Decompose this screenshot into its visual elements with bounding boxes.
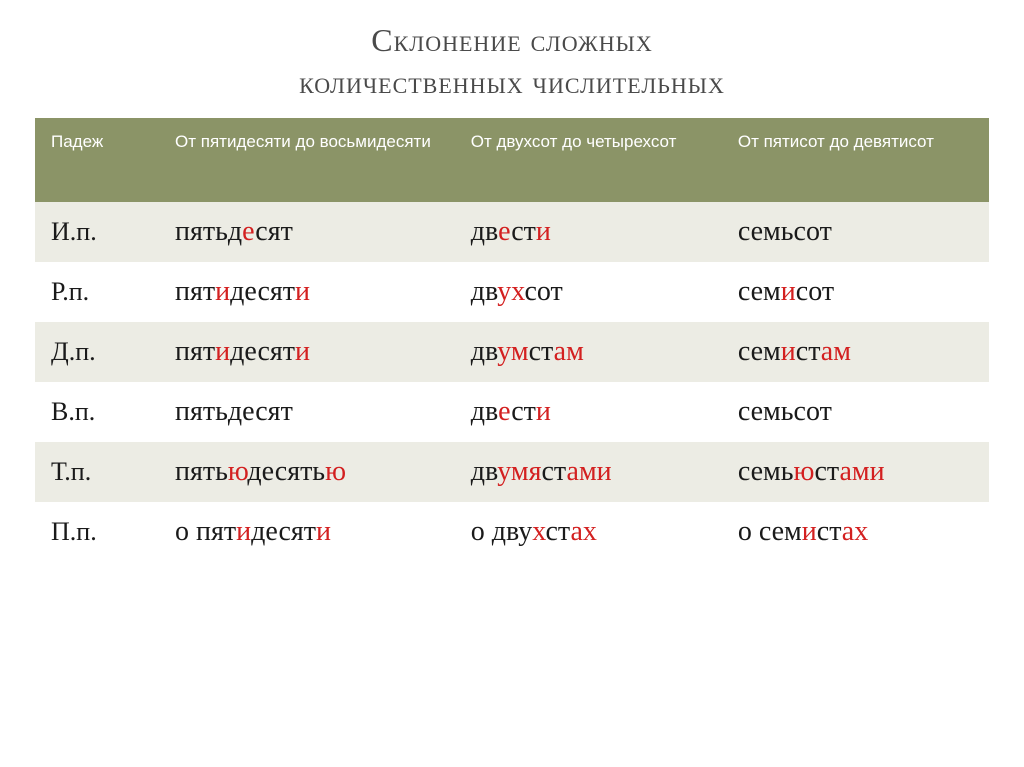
case-cell: Д.п. (35, 322, 159, 382)
table-row: И.п. пятьдесят двести семьсот (35, 202, 989, 262)
table-row: Д.п. пятидесяти двумстам семистам (35, 322, 989, 382)
case-cell: П.п. (35, 502, 159, 562)
form-cell: о двухстах (455, 502, 722, 562)
form-cell: двести (455, 202, 722, 262)
table-row: П.п. о пятидесяти о двухстах о семистах (35, 502, 989, 562)
table-row: В.п. пятьдесят двести семьсот (35, 382, 989, 442)
case-cell: В.п. (35, 382, 159, 442)
header-col4: От пятисот до девятисот (722, 118, 989, 202)
header-case: Падеж (35, 118, 159, 202)
form-cell: двести (455, 382, 722, 442)
form-cell: семьсот (722, 202, 989, 262)
table-header-row: Падеж От пятидесяти до восьмидесяти От д… (35, 118, 989, 202)
header-col2: От пятидесяти до восьмидесяти (159, 118, 455, 202)
form-cell: пятидесяти (159, 262, 455, 322)
form-cell: пятьдесят (159, 202, 455, 262)
form-cell: пятьюдесятью (159, 442, 455, 502)
case-cell: Р.п. (35, 262, 159, 322)
declension-table: Падеж От пятидесяти до восьмидесяти От д… (35, 118, 989, 562)
form-cell: семисот (722, 262, 989, 322)
form-cell: двухсот (455, 262, 722, 322)
title-line-2: количественных числительных (299, 64, 725, 100)
slide-title: Склонение сложных количественных числите… (35, 20, 989, 103)
title-line-1: Склонение сложных (371, 22, 652, 58)
case-cell: И.п. (35, 202, 159, 262)
form-cell: семистам (722, 322, 989, 382)
table-row: Т.п. пятьюдесятью двумястами семьюстами (35, 442, 989, 502)
case-cell: Т.п. (35, 442, 159, 502)
form-cell: семьсот (722, 382, 989, 442)
form-cell: двумястами (455, 442, 722, 502)
header-col3: От двухсот до четырехсот (455, 118, 722, 202)
form-cell: пятьдесят (159, 382, 455, 442)
table-row: Р.п. пятидесяти двухсот семисот (35, 262, 989, 322)
form-cell: о семистах (722, 502, 989, 562)
form-cell: семьюстами (722, 442, 989, 502)
form-cell: о пятидесяти (159, 502, 455, 562)
form-cell: пятидесяти (159, 322, 455, 382)
form-cell: двумстам (455, 322, 722, 382)
